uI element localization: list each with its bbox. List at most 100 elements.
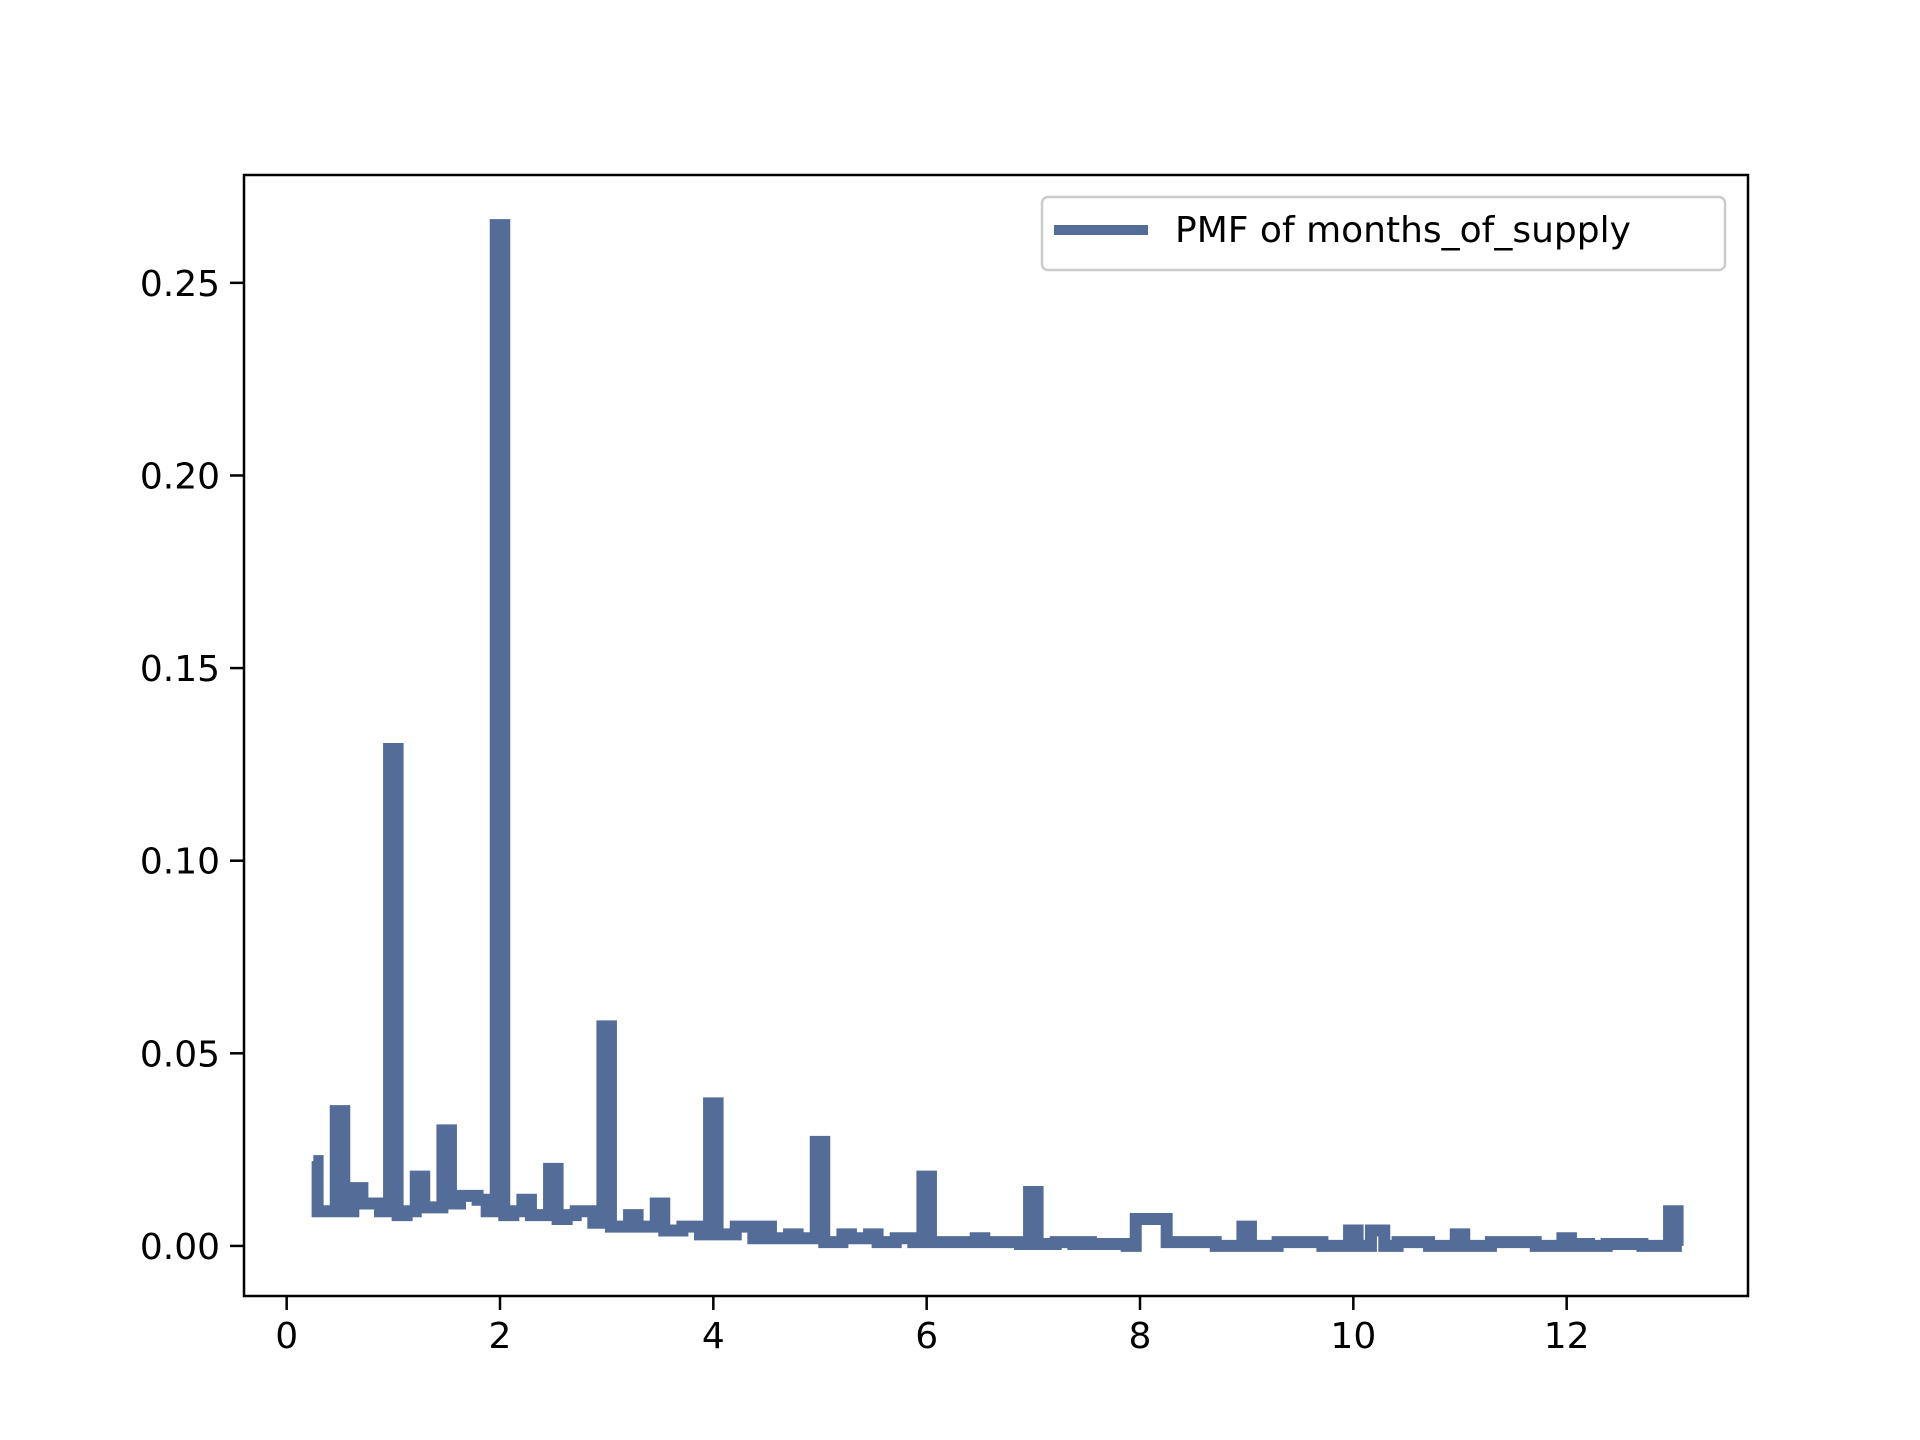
data-point (1068, 1242, 1069, 1243)
data-point (313, 1161, 314, 1162)
data-point (651, 1226, 652, 1227)
data-point (793, 1234, 794, 1235)
data-point (580, 1211, 581, 1212)
data-point (828, 1242, 829, 1243)
data-point (695, 1226, 696, 1227)
data-point (331, 1211, 332, 1212)
plot-frame (242, 173, 1750, 1298)
data-point (1406, 1242, 1407, 1243)
data-point (641, 1226, 642, 1227)
data-point (491, 1211, 492, 1212)
data-point (446, 1130, 447, 1131)
data-point (1300, 1242, 1301, 1243)
data-point (1033, 1191, 1034, 1192)
data-point (1566, 1238, 1567, 1239)
data-point (1193, 1242, 1194, 1243)
data-point (1353, 1230, 1354, 1231)
data-point (348, 1211, 349, 1212)
data-point (1131, 1245, 1132, 1246)
y-tick-label: 0.10 (140, 842, 220, 883)
data-point (1361, 1245, 1362, 1246)
data-point (508, 1215, 509, 1216)
data-point (1095, 1243, 1096, 1244)
data-point (464, 1195, 465, 1196)
x-tick-label: 4 (702, 1316, 725, 1357)
data-point (401, 1215, 402, 1216)
legend: PMF of months_of_supply (1040, 195, 1727, 272)
data-point (784, 1238, 785, 1239)
data-point (953, 1242, 954, 1243)
data-point (1388, 1245, 1389, 1246)
data-point (1238, 1245, 1239, 1246)
data-point (971, 1242, 972, 1243)
x-tick-label: 10 (1330, 1316, 1376, 1357)
data-point (678, 1230, 679, 1231)
data-point (998, 1242, 999, 1243)
data-point (473, 1195, 474, 1196)
data-point (900, 1238, 901, 1239)
data-point (544, 1215, 545, 1216)
x-tick-label: 8 (1129, 1316, 1152, 1357)
data-point (1380, 1230, 1381, 1231)
data-point (1140, 1218, 1141, 1219)
x-tick-label: 2 (489, 1316, 512, 1357)
data-point (1024, 1243, 1025, 1244)
data-point (384, 1211, 385, 1212)
data-point (686, 1226, 687, 1227)
legend-label: PMF of months_of_supply (1175, 210, 1631, 251)
data-point (935, 1242, 936, 1243)
data-point (624, 1226, 625, 1227)
data-point (633, 1215, 634, 1216)
data-point (1620, 1243, 1621, 1244)
data-point (535, 1215, 536, 1216)
y-tick-label: 0.00 (140, 1227, 220, 1268)
data-point (588, 1211, 589, 1212)
data-point (1575, 1245, 1576, 1246)
y-tick-label: 0.05 (140, 1034, 220, 1075)
data-point (988, 1242, 989, 1243)
data-point (366, 1203, 367, 1204)
data-point (721, 1234, 722, 1235)
data-point (561, 1218, 562, 1219)
data-point (704, 1234, 705, 1235)
x-tick-label: 12 (1544, 1316, 1590, 1357)
data-point (1460, 1234, 1461, 1235)
y-axis: 0.00 0.05 0.10 0.15 0.20 0.25 (140, 264, 244, 1268)
x-tick-label: 0 (275, 1316, 298, 1357)
data-point (1451, 1245, 1452, 1246)
data-point (1593, 1245, 1594, 1246)
data-point (1041, 1243, 1042, 1244)
data-point (660, 1203, 661, 1204)
data-point (1006, 1242, 1007, 1243)
data-point (1558, 1245, 1559, 1246)
data-point (1673, 1211, 1674, 1212)
data-point (980, 1238, 981, 1239)
data-point (961, 1242, 962, 1243)
data-point (758, 1238, 759, 1239)
data-point (420, 1176, 421, 1177)
data-point (820, 1141, 821, 1142)
data-point (1078, 1243, 1079, 1244)
data-point (1255, 1245, 1256, 1246)
data-point (766, 1226, 767, 1227)
data-point (873, 1234, 874, 1235)
data-point (1086, 1242, 1087, 1243)
data-point (1015, 1242, 1016, 1243)
data-point (1468, 1245, 1469, 1246)
series-layer (311, 219, 1684, 1252)
data-point (615, 1226, 616, 1227)
data-point (891, 1242, 892, 1243)
data-point (553, 1168, 554, 1169)
data-point (481, 1199, 482, 1200)
series-line-0 (311, 219, 1684, 1252)
y-tick-label: 0.25 (140, 264, 220, 305)
data-point (1051, 1243, 1052, 1244)
legend-box (1040, 195, 1727, 272)
data-point (731, 1234, 732, 1235)
data-point (926, 1176, 927, 1177)
data-point (500, 225, 501, 226)
data-point (1060, 1242, 1061, 1243)
data-point (918, 1242, 919, 1243)
data-point (411, 1211, 412, 1212)
data-point (748, 1226, 749, 1227)
